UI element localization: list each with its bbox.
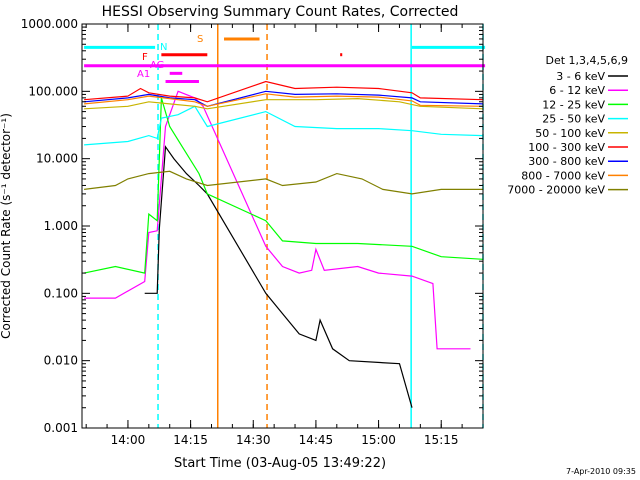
plot-frame: [81, 23, 484, 429]
series-line: [84, 105, 483, 146]
x-tick-label: 15:15: [424, 433, 459, 447]
series-line: [84, 90, 471, 350]
y-tick-label: 1000.000: [21, 17, 78, 31]
y-axis-label: Corrected Count Rate (s⁻¹ detector⁻¹): [0, 113, 13, 339]
series-line: [83, 97, 483, 274]
legend-label: 25 - 50 keV: [542, 113, 605, 126]
x-tick-label: 14:00: [111, 433, 146, 447]
footer-date: 7-Apr-2010 09:35: [566, 467, 636, 476]
x-axis-label: Start Time (03-Aug-05 13:49:22): [174, 456, 386, 471]
legend-label: 50 - 100 keV: [535, 127, 605, 140]
x-tick-label: 14:15: [173, 433, 208, 447]
x-tick-label: 15:00: [361, 433, 396, 447]
legend-label: 100 - 300 keV: [528, 141, 605, 154]
chart-title: HESSI Observing Summary Count Rates, Cor…: [102, 4, 459, 20]
x-tick-label: 14:30: [236, 433, 271, 447]
y-tick-label: 0.010: [44, 354, 78, 368]
series-line: [84, 170, 483, 195]
flag-label: F: [142, 52, 148, 63]
flag-label: S: [197, 34, 203, 45]
series-line: [144, 145, 413, 408]
y-tick-label: 0.001: [44, 421, 78, 435]
legend-label: 300 - 800 keV: [528, 155, 605, 168]
legend-label: 800 - 7000 keV: [521, 169, 605, 182]
x-tick-label: 14:45: [299, 433, 334, 447]
legend-title: Det 1,3,4,5,6,9: [545, 54, 628, 67]
series-line: [84, 93, 483, 107]
flag-label: N: [160, 42, 167, 53]
y-tick-label: 1.000: [44, 219, 78, 233]
y-tick-label: 0.100: [44, 286, 78, 300]
legend-label: 3 - 6 keV: [556, 70, 605, 83]
legend-label: 7000 - 20000 keV: [507, 184, 605, 197]
flag-label: A1: [137, 69, 150, 80]
legend-label: 12 - 25 keV: [542, 98, 605, 111]
flag-label: AG: [150, 60, 164, 71]
legend-label: 6 - 12 keV: [549, 84, 605, 97]
y-tick-label: 10.000: [36, 152, 78, 166]
series-line: [84, 90, 483, 107]
y-tick-label: 100.000: [28, 84, 78, 98]
series-line: [84, 80, 483, 103]
series-line: [84, 97, 483, 110]
